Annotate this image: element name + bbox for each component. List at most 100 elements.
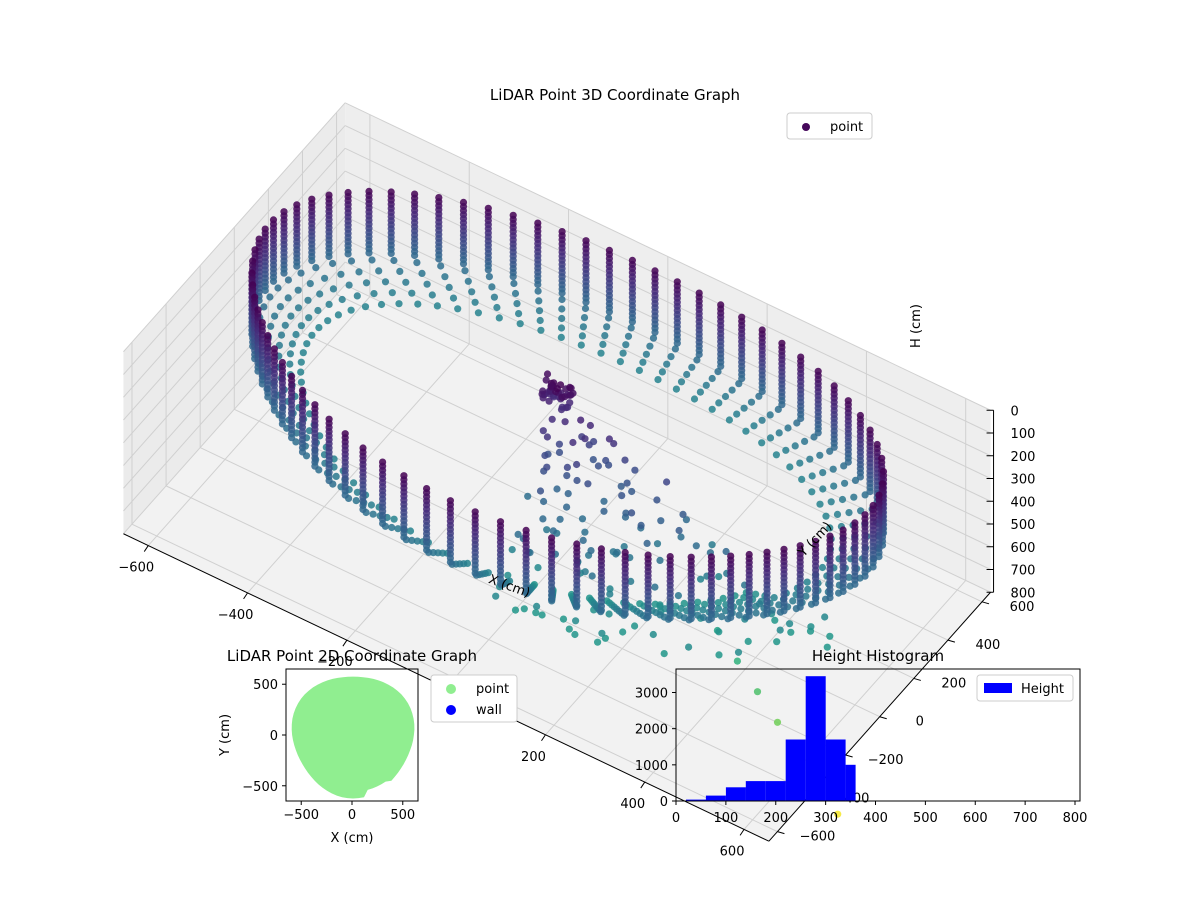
data-point (315, 324, 323, 332)
data-point (845, 573, 853, 582)
data-point (808, 488, 816, 496)
x-tick-label: 800 (1063, 811, 1088, 826)
data-point (786, 463, 794, 471)
data-point (511, 606, 520, 614)
data-point (807, 623, 815, 631)
x-tick-label: −400 (218, 608, 254, 623)
data-point (697, 575, 705, 583)
data-point (316, 290, 324, 298)
data-point (804, 585, 812, 593)
data-point (510, 279, 518, 288)
data-point (674, 592, 683, 600)
data-point (488, 283, 496, 291)
data-point (606, 585, 614, 593)
data-point (542, 376, 550, 384)
x-tick-label: 100 (713, 811, 738, 826)
data-point (666, 614, 674, 622)
data-point (433, 302, 441, 310)
data-point (338, 295, 346, 304)
z-tick-label: 100 (1011, 427, 1036, 442)
data-point (490, 293, 498, 301)
data-point (829, 465, 837, 473)
data-point (606, 590, 614, 598)
z-tick-label: 700 (1011, 564, 1036, 579)
data-point (437, 262, 445, 270)
data-point (504, 571, 512, 579)
data-point (293, 262, 301, 270)
grid-line (268, 370, 915, 679)
data-point (347, 257, 356, 265)
data-point (776, 626, 784, 634)
data-point (758, 416, 766, 424)
data-point (567, 391, 575, 399)
data-point (628, 318, 637, 326)
chart-2d: −500 0 500 500 0 −500 LiDAR Point 2D Coordinat… (218, 647, 518, 846)
y-tick (981, 601, 990, 605)
data-point (454, 305, 462, 313)
data-point (539, 515, 547, 523)
data-point (303, 340, 311, 348)
data-point (605, 461, 613, 469)
data-point (627, 324, 635, 332)
data-point (768, 606, 776, 614)
data-point (673, 339, 681, 347)
data-point (715, 651, 723, 659)
data-point (556, 515, 564, 523)
data-point (553, 485, 561, 493)
data-point (672, 385, 681, 393)
data-point (702, 381, 710, 389)
data-point (766, 434, 775, 442)
data-point (299, 349, 307, 357)
data-point (588, 572, 596, 580)
y-tick (845, 754, 853, 758)
data-point (258, 380, 266, 388)
data-point (693, 604, 701, 612)
data-point (770, 594, 778, 602)
data-point (561, 418, 569, 426)
data-point (495, 314, 503, 322)
data-point (559, 615, 568, 623)
data-point (572, 617, 580, 625)
x-tick-label: 700 (1013, 811, 1038, 826)
x-tick-label: 400 (620, 797, 645, 812)
data-point (717, 362, 725, 370)
histogram-bar (705, 795, 726, 801)
data-point (763, 610, 771, 618)
data-point (581, 528, 589, 536)
data-point (733, 410, 741, 418)
data-point (573, 476, 581, 485)
data-point (367, 501, 375, 509)
data-point (780, 607, 788, 615)
data-point (553, 385, 561, 393)
data-point (727, 613, 735, 622)
y-tick-label: 0 (270, 729, 278, 744)
data-point (677, 378, 686, 386)
data-point (694, 611, 702, 619)
data-point (801, 437, 809, 445)
data-point (796, 603, 804, 611)
data-point (558, 305, 566, 313)
data-point (745, 612, 753, 620)
data-point (714, 599, 722, 607)
y-tick (879, 716, 887, 720)
data-point (264, 393, 272, 401)
x-tick-label: 200 (521, 750, 546, 765)
data-point (816, 451, 824, 459)
data-point (276, 303, 284, 311)
chart-3d: −600−400−2000200400600−600−400−200020040… (118, 86, 1035, 859)
data-point (851, 580, 859, 588)
data-point (579, 323, 588, 331)
data-point (584, 480, 592, 488)
z-tick-label: 600 (1011, 541, 1036, 556)
grid-line (123, 193, 346, 444)
data-point (292, 330, 300, 339)
data-point (690, 395, 699, 403)
data-point (789, 597, 797, 605)
x-tick-label: −600 (118, 561, 154, 576)
data-point (406, 527, 415, 535)
data-point (344, 250, 352, 258)
data-point (324, 317, 332, 325)
data-point (597, 606, 606, 614)
data-point (718, 613, 726, 621)
